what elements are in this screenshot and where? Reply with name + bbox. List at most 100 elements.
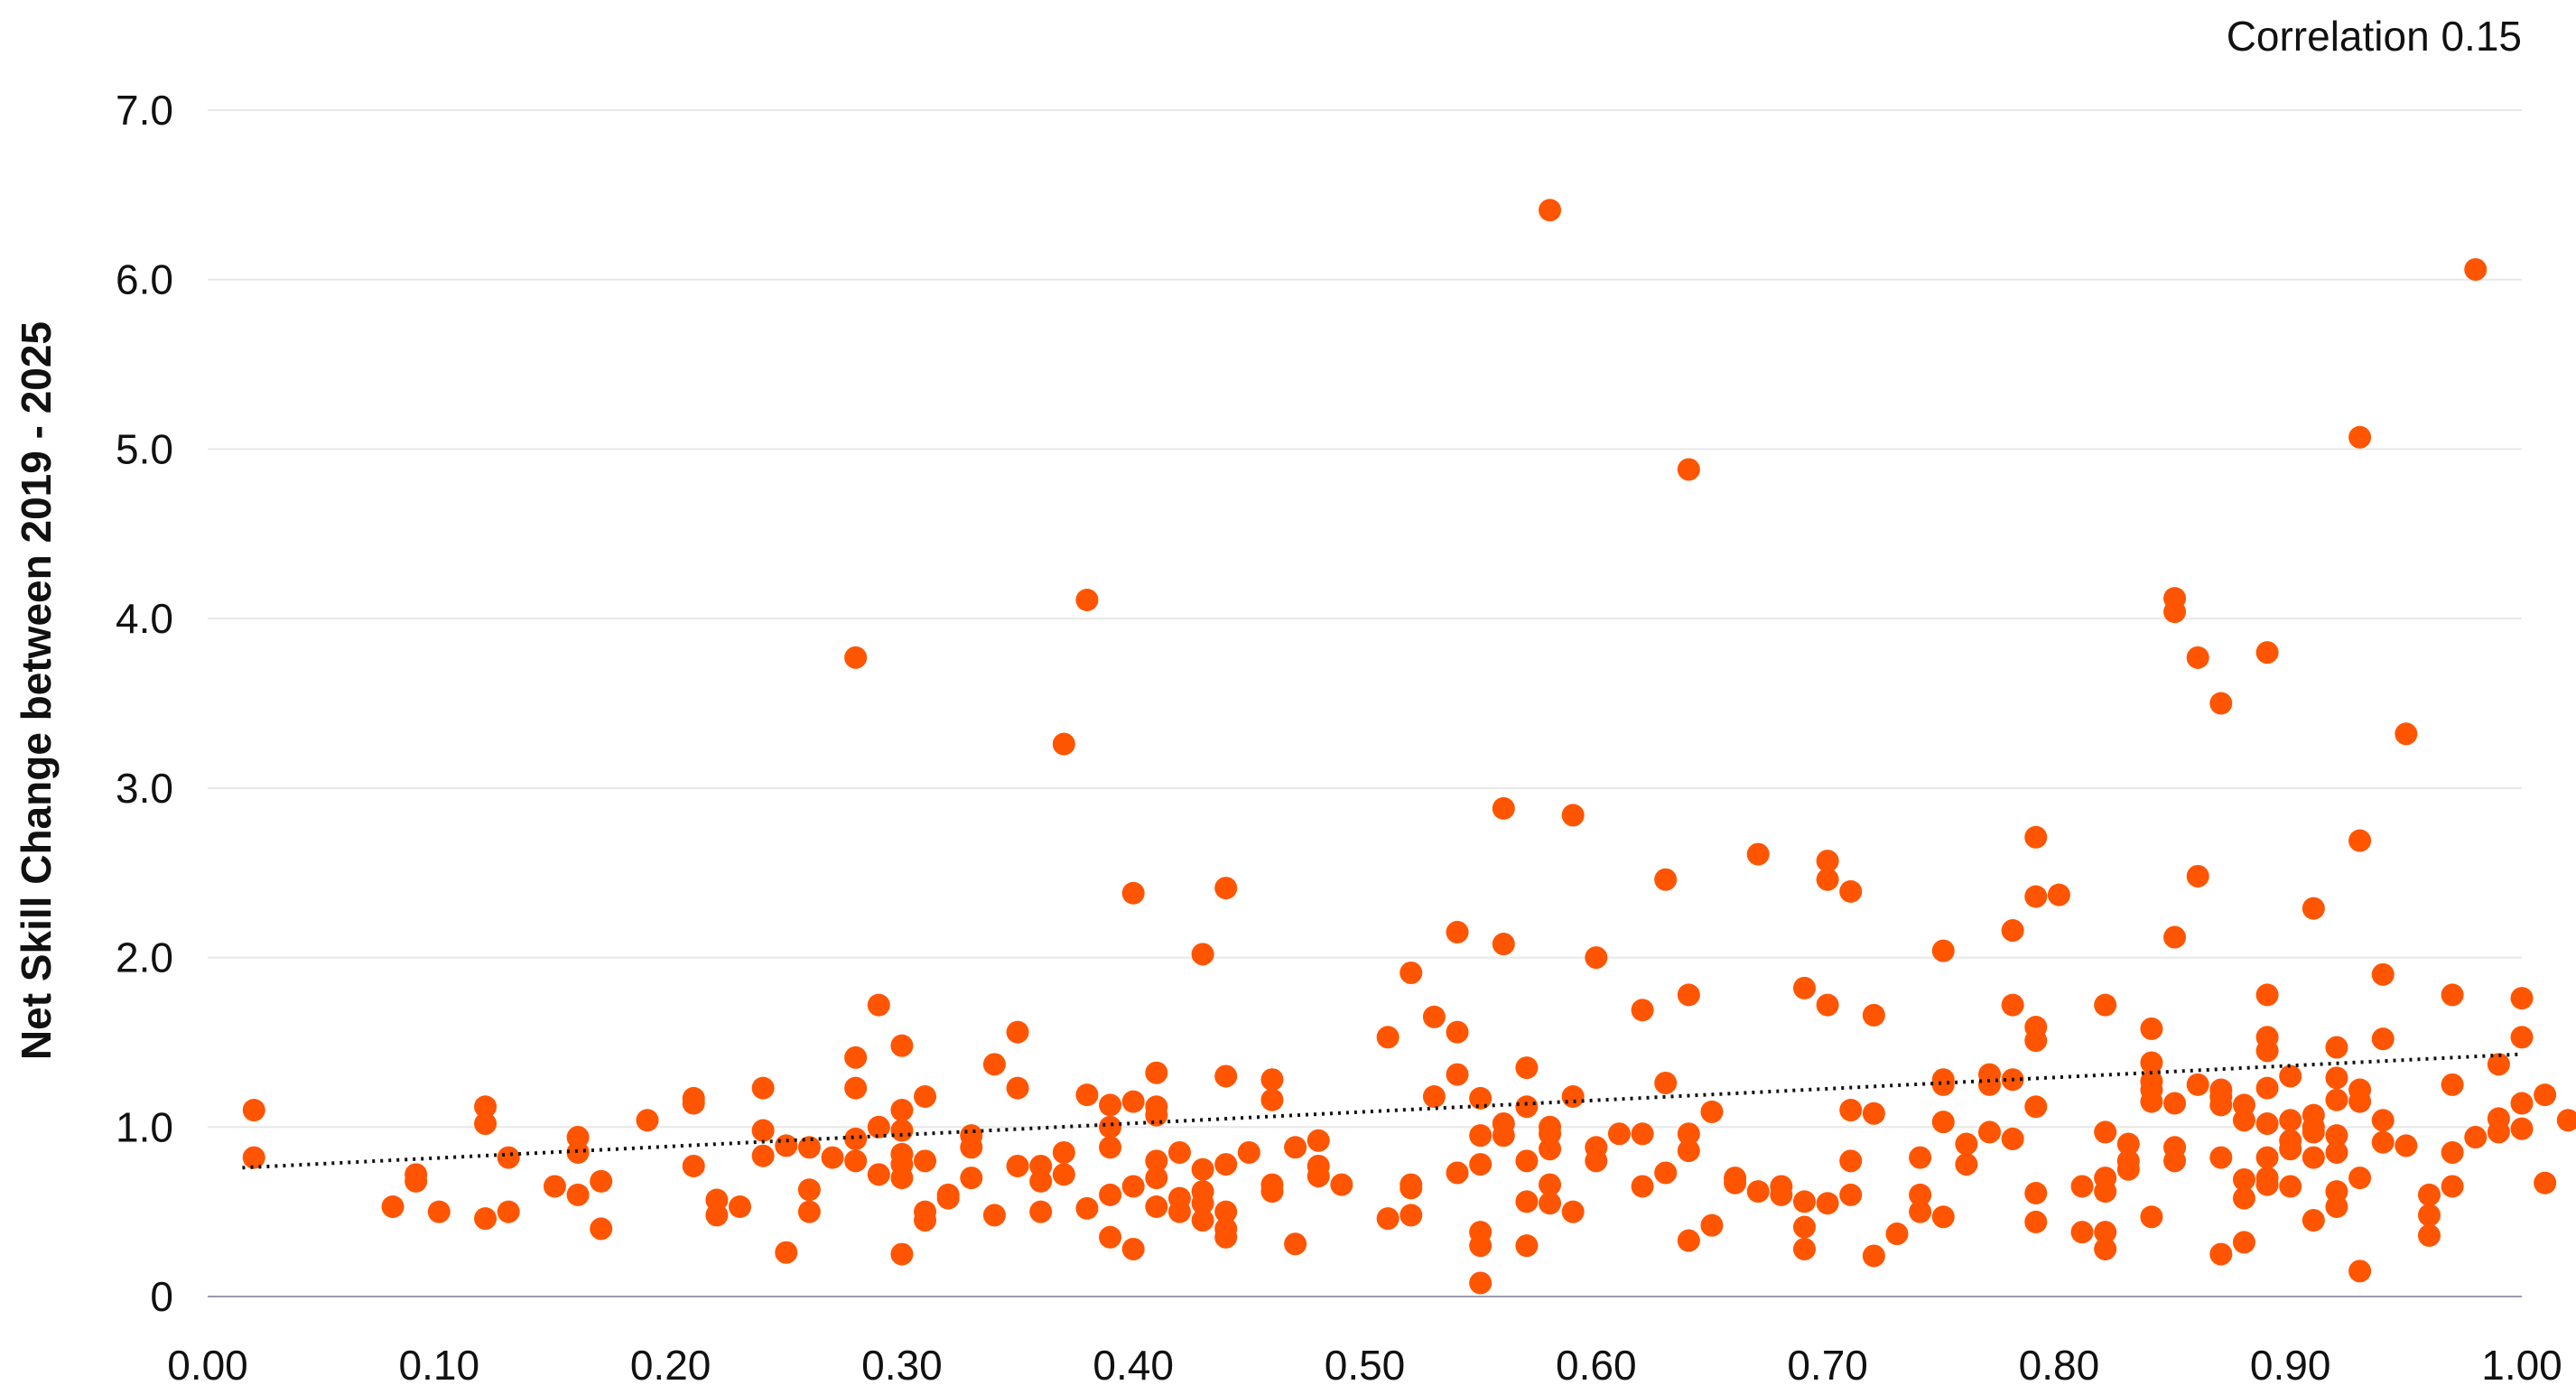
data-point xyxy=(1955,1132,1978,1156)
data-point xyxy=(1006,1020,1029,1044)
data-point xyxy=(844,1127,868,1150)
data-point xyxy=(1839,1183,1863,1206)
data-point xyxy=(1099,1093,1122,1117)
data-point xyxy=(2279,1129,2302,1152)
data-point xyxy=(1469,1124,1493,1148)
data-point xyxy=(797,1178,821,1202)
data-point xyxy=(890,1119,914,1142)
data-point xyxy=(1515,1056,1539,1080)
data-point xyxy=(1724,1167,1747,1190)
data-point xyxy=(2510,1117,2534,1140)
data-point xyxy=(1677,1122,1700,1146)
data-point xyxy=(2395,1134,2418,1157)
data-point xyxy=(2556,1109,2576,1132)
data-point xyxy=(751,1119,775,1142)
x-tick-label: 0.20 xyxy=(630,1342,711,1385)
data-point xyxy=(960,1124,983,1148)
data-point xyxy=(1214,1200,1238,1223)
data-points xyxy=(242,199,2576,1295)
data-point xyxy=(2348,829,2372,852)
data-point xyxy=(1400,961,1423,984)
data-point xyxy=(2417,1223,2441,1247)
data-point xyxy=(682,1092,705,1115)
data-point xyxy=(1191,1192,1214,1215)
data-point xyxy=(2441,983,2464,1007)
data-point xyxy=(2255,1112,2279,1136)
data-point xyxy=(1075,588,1099,611)
data-point xyxy=(2255,1026,2279,1049)
data-point xyxy=(1446,1063,1469,1086)
data-point xyxy=(982,1204,1006,1227)
data-point xyxy=(2302,1115,2325,1139)
data-point xyxy=(2279,1109,2302,1132)
data-point xyxy=(1931,1205,1955,1229)
data-point xyxy=(1469,1221,1493,1244)
y-tick-label: 0 xyxy=(150,1273,173,1320)
data-point xyxy=(2487,1120,2510,1144)
data-point xyxy=(1214,1064,1238,1088)
data-point xyxy=(242,1146,265,1169)
data-point xyxy=(1284,1232,1307,1256)
data-point xyxy=(2302,1146,2325,1169)
y-axis-ticks: 0 1.0 2.0 3.0 4.0 5.0 6.0 7.0 xyxy=(116,87,173,1320)
data-point xyxy=(1792,1190,1816,1213)
data-point xyxy=(1260,1068,1284,1092)
data-point xyxy=(1515,1095,1539,1119)
data-point xyxy=(1839,1149,1863,1173)
data-point xyxy=(474,1112,498,1136)
data-point xyxy=(2186,1073,2209,1096)
data-point xyxy=(1422,1084,1446,1108)
y-tick-label: 4.0 xyxy=(116,595,173,642)
data-point xyxy=(751,1144,775,1167)
data-point xyxy=(821,1146,844,1169)
data-point xyxy=(1700,1100,1724,1123)
data-point xyxy=(2024,1181,2048,1204)
data-point xyxy=(497,1200,520,1223)
data-point xyxy=(1492,796,1515,820)
data-point xyxy=(1631,1122,1654,1146)
data-point xyxy=(1515,1190,1539,1213)
data-point xyxy=(1469,1153,1493,1176)
data-point xyxy=(960,1167,983,1190)
data-point xyxy=(2070,1175,2094,1198)
data-point xyxy=(590,1217,613,1241)
data-point xyxy=(2163,1149,2187,1173)
data-point xyxy=(590,1169,613,1193)
data-point xyxy=(1099,1225,1122,1249)
x-tick-label: 0.90 xyxy=(2250,1342,2331,1385)
data-point xyxy=(2325,1088,2348,1111)
data-point xyxy=(2001,1127,2024,1150)
data-point xyxy=(1052,1163,1075,1186)
data-point xyxy=(1677,458,1700,481)
data-point xyxy=(2232,1186,2255,1210)
data-point xyxy=(867,1163,890,1186)
data-point xyxy=(1492,1112,1515,1136)
data-point xyxy=(1121,1237,1145,1260)
data-point xyxy=(797,1136,821,1159)
data-point xyxy=(1978,1120,2002,1144)
y-tick-label: 5.0 xyxy=(116,425,173,472)
data-point xyxy=(1770,1183,1793,1206)
data-point xyxy=(1191,943,1214,966)
data-point xyxy=(1909,1146,1932,1169)
data-point xyxy=(775,1134,798,1157)
data-point xyxy=(2024,1210,2048,1233)
data-point xyxy=(2094,1120,2117,1144)
data-point xyxy=(1029,1200,1053,1223)
trendline xyxy=(242,1052,2523,1170)
data-point xyxy=(2371,962,2395,986)
data-point xyxy=(1862,1003,1885,1027)
data-point xyxy=(2255,641,2279,665)
data-point xyxy=(2441,1175,2464,1198)
data-point xyxy=(1214,1217,1238,1241)
data-point xyxy=(2232,1109,2255,1132)
data-point xyxy=(2255,1076,2279,1100)
data-point xyxy=(1931,1073,1955,1096)
data-point xyxy=(936,1183,960,1206)
data-point xyxy=(1585,1149,1608,1173)
data-point xyxy=(1446,920,1469,943)
data-point xyxy=(1539,1173,1562,1196)
data-point xyxy=(1099,1136,1122,1159)
data-point xyxy=(728,1195,751,1219)
data-point xyxy=(2255,983,2279,1007)
